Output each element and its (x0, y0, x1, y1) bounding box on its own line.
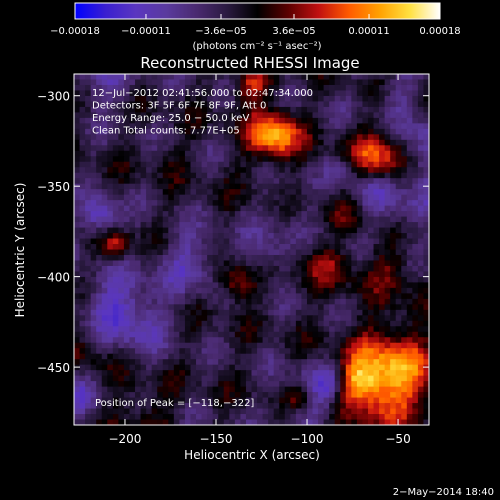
x-tick-label: −200 (108, 432, 141, 446)
colorbar-tick-label: −0.00018 (50, 26, 100, 37)
footer-timestamp: 2−May−2014 18:40 (393, 487, 494, 498)
x-axis-label: Heliocentric X (arcsec) (184, 448, 320, 462)
y-axis-label: Heliocentric Y (arcsec) (13, 183, 27, 318)
colorbar-units-label: (photons cm⁻² s⁻¹ asec⁻²) (192, 41, 321, 52)
colorbar-tick-label: −0.00011 (121, 26, 171, 37)
y-tick-label: −400 (37, 271, 70, 285)
colorbar-tick-label: 3.6e−05 (272, 26, 315, 37)
x-tick-label: −50 (385, 432, 410, 446)
chart-title: Reconstructed RHESSI Image (140, 54, 359, 72)
plot-frame (73, 73, 430, 426)
colorbar-gradient (75, 3, 440, 19)
info-overlay: 12−Jul−2012 02:41:56.000 to 02:47:34.000… (92, 88, 313, 137)
y-tick-label: −300 (37, 90, 70, 104)
colorbar-frame (74, 2, 441, 20)
colorbar-tick-label: −3.6e−05 (195, 26, 247, 37)
info-line: Detectors: 3F 5F 6F 7F 8F 9F, Att 0 (92, 101, 266, 112)
y-tick-label: −350 (37, 180, 70, 194)
colorbar-tick-label: 0.00018 (419, 26, 460, 37)
x-tick-label: −150 (200, 432, 233, 446)
info-line: Clean Total counts: 7.77E+05 (92, 126, 240, 137)
plot-area: −200 −150 −100 −50 −300 −350 −400 −450 (37, 73, 430, 446)
info-line: 12−Jul−2012 02:41:56.000 to 02:47:34.000 (92, 88, 313, 99)
colorbar-tick-label: 0.00011 (348, 26, 389, 37)
info-line: Energy Range: 25.0 − 50.0 keV (92, 113, 249, 124)
x-tick-label: −100 (291, 432, 324, 446)
peak-position-label: Position of Peak = [−118,−322] (95, 398, 254, 409)
colorbar: −0.00018 −0.00011 −3.6e−05 3.6e−05 0.00011 0.… (50, 2, 461, 52)
y-tick-label: −450 (37, 361, 70, 375)
